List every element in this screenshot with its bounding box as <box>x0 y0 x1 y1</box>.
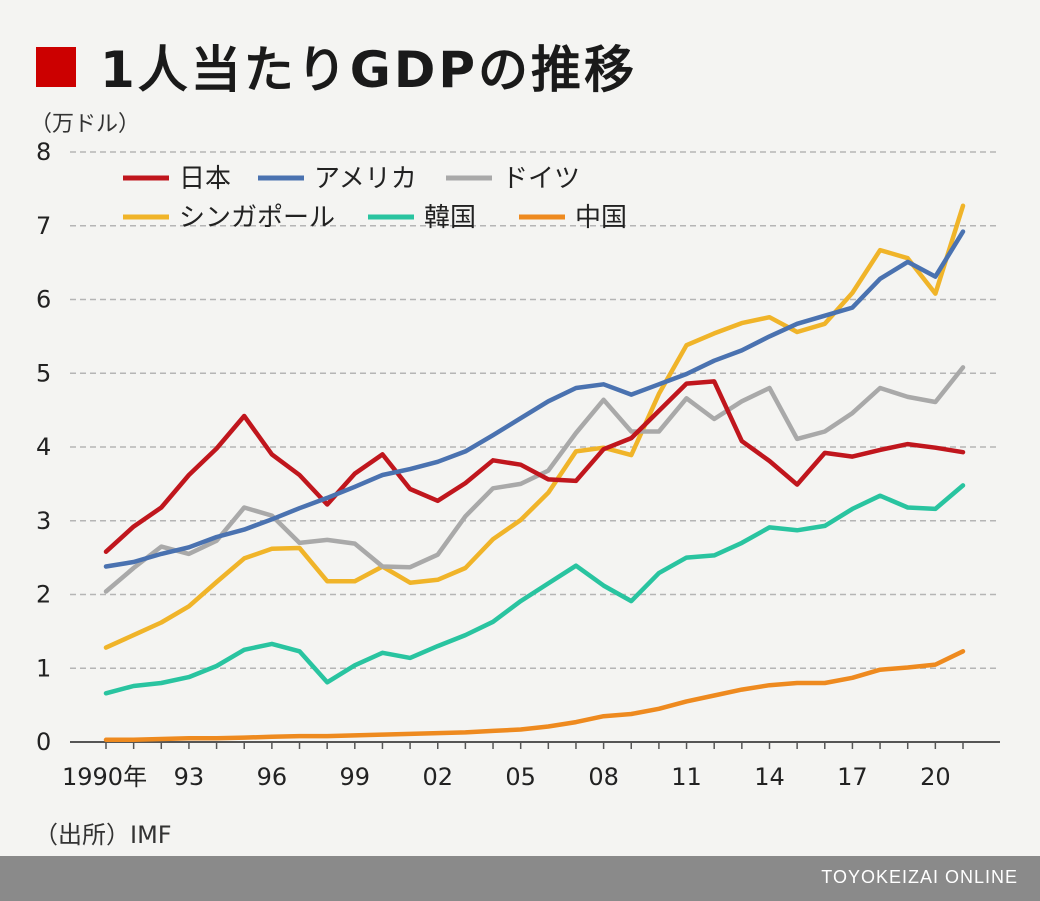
x-tick-label-02: 02 <box>422 763 453 791</box>
series-line-韓国 <box>103 483 966 696</box>
title-marker <box>36 47 76 87</box>
y-tick-label-4: 4 <box>36 433 51 461</box>
legend-label-アメリカ: アメリカ <box>314 164 417 194</box>
series-line-シンガポール <box>103 203 966 650</box>
x-tick-label-20: 20 <box>920 763 951 791</box>
x-tick-label-1990年: 1990年 <box>62 763 147 791</box>
legend-label-シンガポール: シンガポール <box>179 203 335 233</box>
x-tick-label-96: 96 <box>257 763 288 791</box>
y-tick-label-1: 1 <box>36 654 51 682</box>
y-tick-label-6: 6 <box>36 286 51 314</box>
y-tick-label-7: 7 <box>36 212 51 240</box>
y-tick-label-0: 0 <box>36 728 51 756</box>
y-tick-label-2: 2 <box>36 581 51 609</box>
legend-label-韓国: 韓国 <box>424 203 476 233</box>
source-note: （出所）IMF <box>34 821 172 849</box>
series-lines <box>103 203 966 743</box>
y-axis-unit-label: （万ドル） <box>30 112 141 137</box>
y-tick-label-5: 5 <box>36 359 51 387</box>
x-tick-label-17: 17 <box>837 763 868 791</box>
line-chart: 0 1 2 3 4 5 6 7 8 1990年 93 96 99 02 05 08 11 14 17 20 日本 アメ… <box>36 138 1000 791</box>
x-tick-label-99: 99 <box>340 763 371 791</box>
y-tick-label-3: 3 <box>36 507 51 535</box>
x-tick-label-14: 14 <box>754 763 785 791</box>
y-tick-label-8: 8 <box>36 138 51 166</box>
footer-brand: TOYOKEIZAI ONLINE <box>821 867 1018 887</box>
legend-label-中国: 中国 <box>575 203 627 233</box>
x-tick-label-08: 08 <box>588 763 619 791</box>
x-tick-label-93: 93 <box>174 763 205 791</box>
x-tick-label-05: 05 <box>505 763 536 791</box>
series-line-アメリカ <box>103 229 966 569</box>
footer-bar: TOYOKEIZAI ONLINE <box>0 856 1040 901</box>
series-line-中国 <box>103 649 966 743</box>
x-tick-label-11: 11 <box>671 763 702 791</box>
x-axis: 1990年 93 96 99 02 05 08 11 14 17 20 <box>62 741 1000 791</box>
legend-label-日本: 日本 <box>179 164 231 194</box>
gridlines <box>70 151 1000 669</box>
series-line-ドイツ <box>103 365 966 594</box>
series-line-日本 <box>103 379 966 554</box>
chart-title: 1人当たりGDPの推移 <box>100 41 637 99</box>
y-axis-ticks: 0 1 2 3 4 5 6 7 8 <box>36 138 51 756</box>
legend-label-ドイツ: ドイツ <box>502 164 580 194</box>
